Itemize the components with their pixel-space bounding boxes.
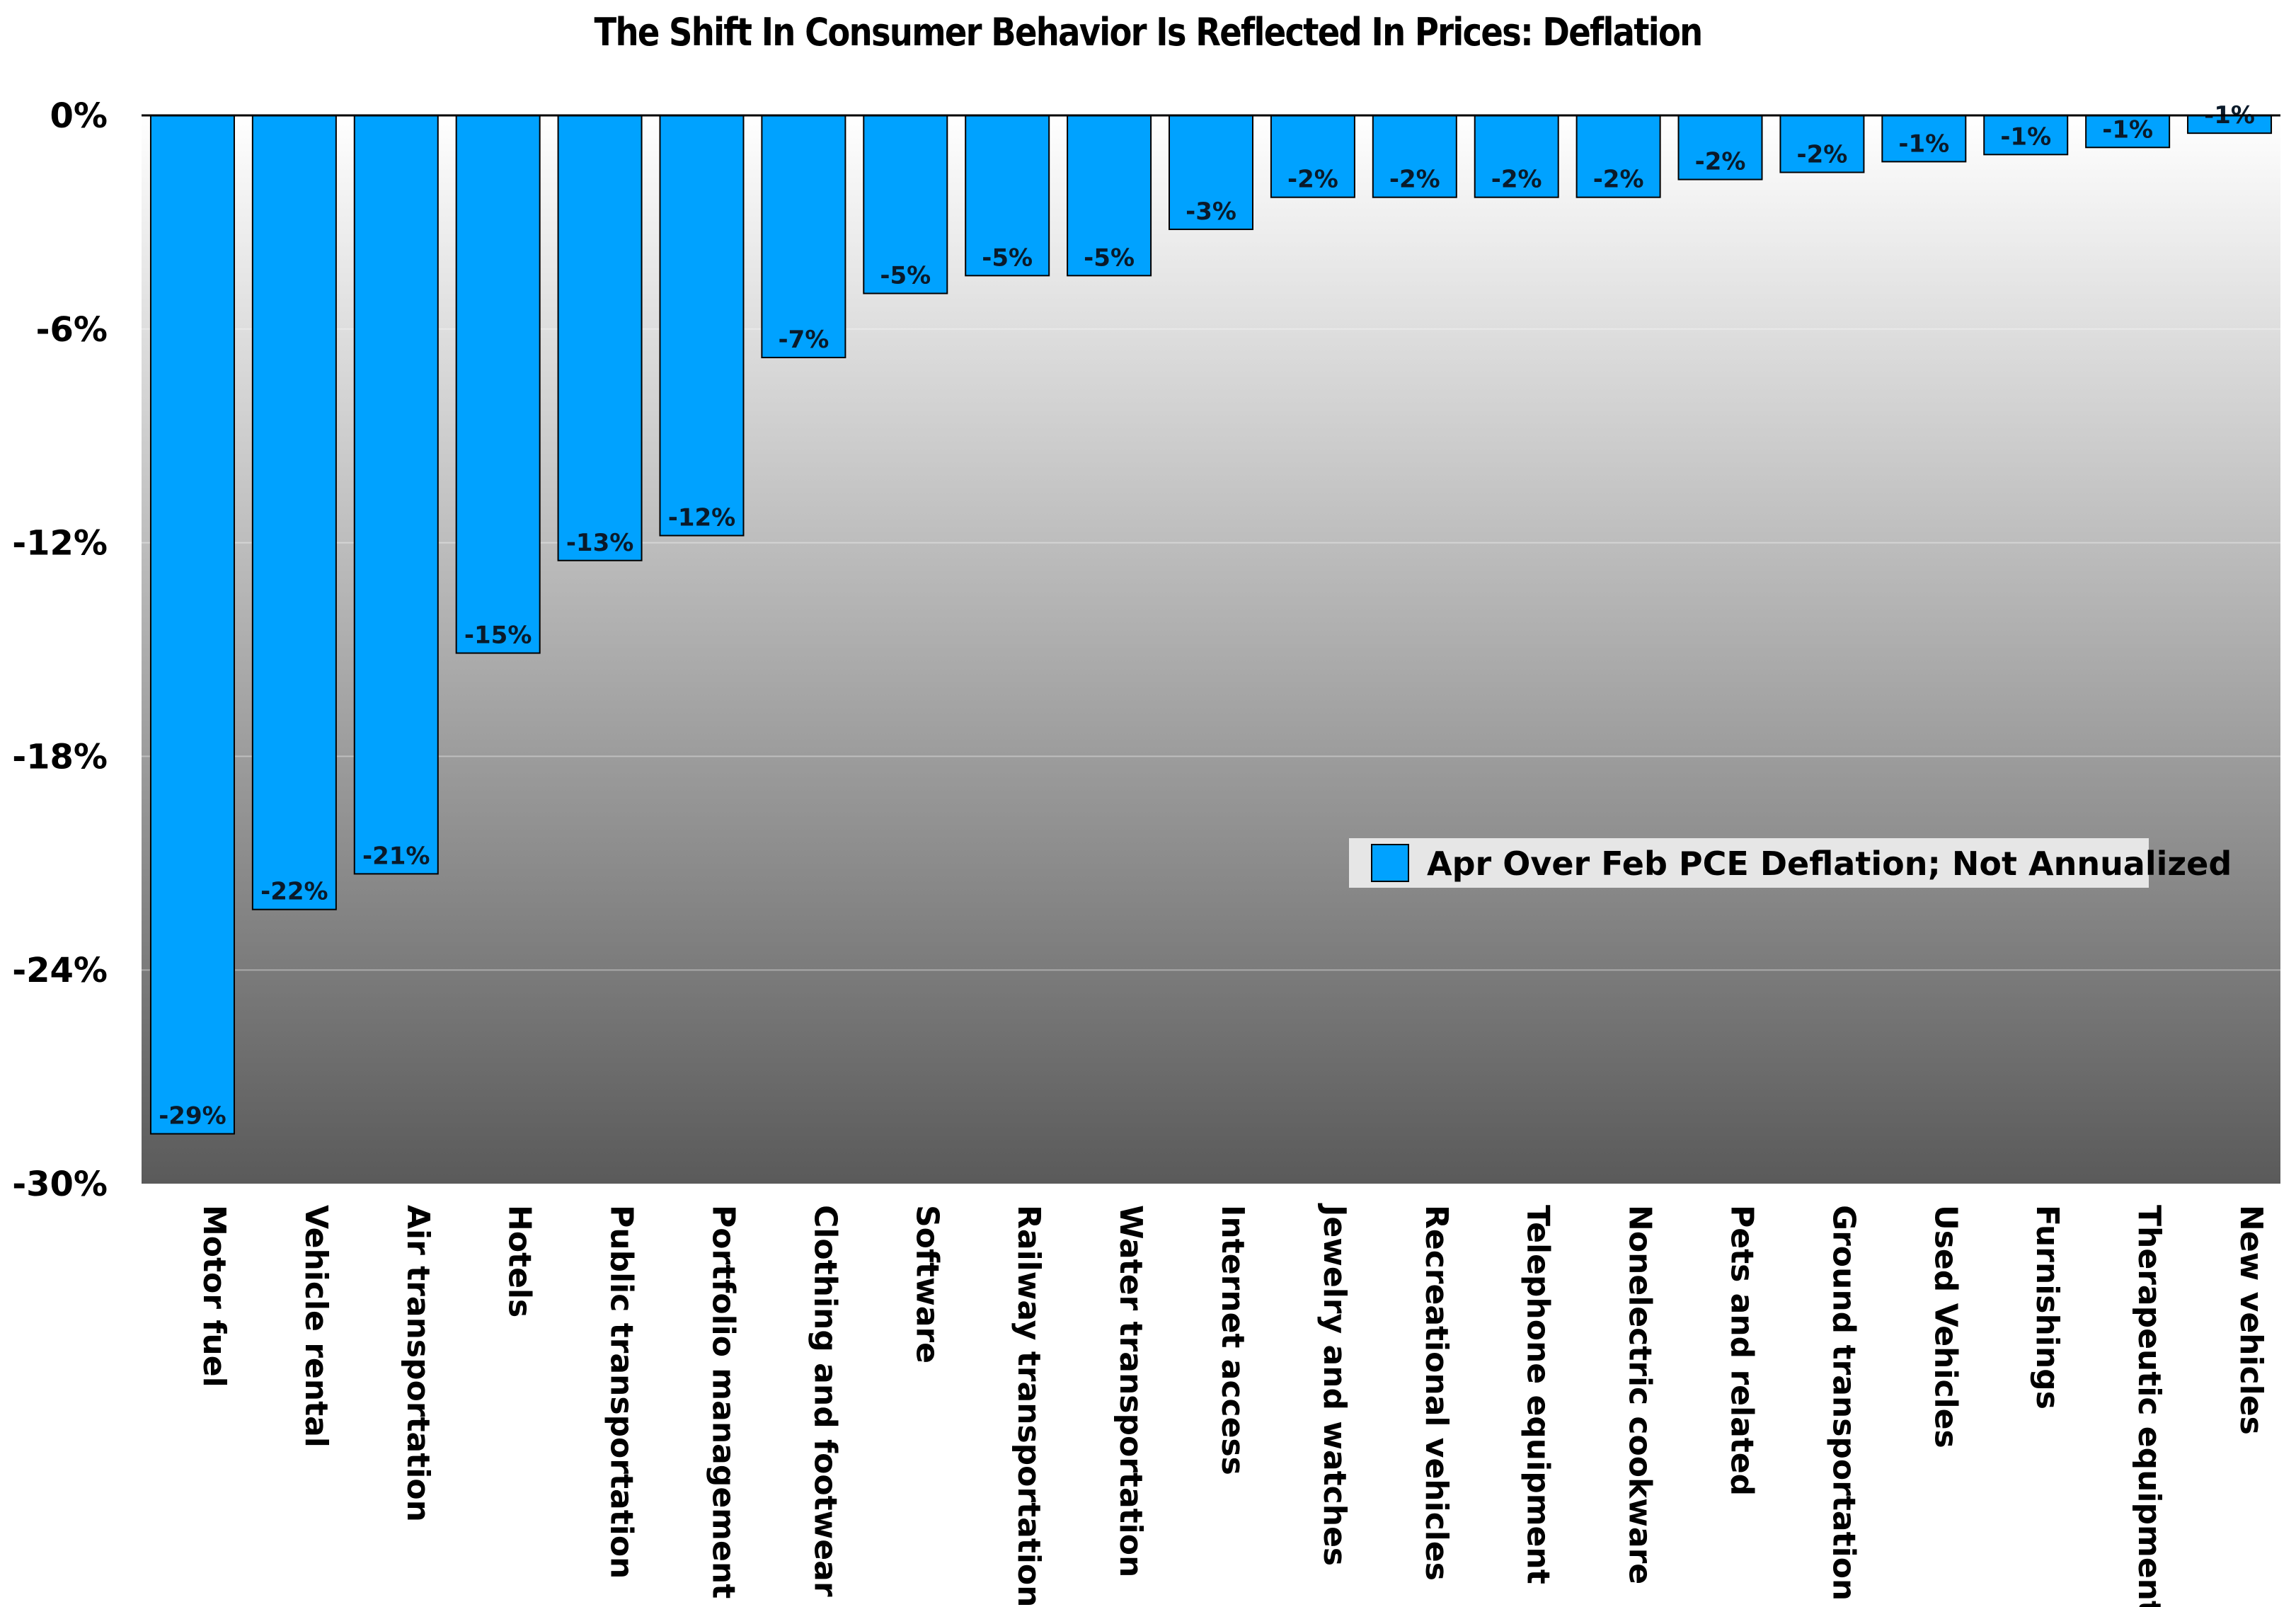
bar <box>1372 115 1457 198</box>
y-tick-label: -6% <box>36 310 108 350</box>
bar <box>863 115 948 294</box>
y-tick-label: -30% <box>12 1165 108 1204</box>
x-category-label: Recreational vehicles <box>1418 1205 1454 1581</box>
x-category-label: Water transportation <box>1113 1205 1149 1577</box>
x-category-label: Telephone equipment <box>1520 1205 1556 1584</box>
bar <box>1168 115 1254 230</box>
y-tick-label: -12% <box>12 524 108 564</box>
legend-label: Apr Over Feb PCE Deflation; Not Annualiz… <box>1427 845 2232 883</box>
bar <box>1474 115 1559 198</box>
x-category-label: Ground transportation <box>1825 1205 1861 1601</box>
x-category-label: Portfolio management <box>705 1205 741 1599</box>
data-label: -12% <box>668 504 736 532</box>
data-label: -1% <box>2000 122 2051 151</box>
x-category-label: Clothing and footwear <box>807 1205 843 1597</box>
x-category-label: Jewelry and watches <box>1316 1203 1353 1566</box>
legend-swatch <box>1371 844 1409 882</box>
x-category-label: Therapeutic equipment <box>2131 1205 2167 1607</box>
x-category-label: Vehicle rental <box>298 1205 334 1448</box>
bar <box>1575 115 1661 198</box>
bar <box>1983 115 2069 156</box>
data-label: -21% <box>362 842 430 870</box>
data-label: -2% <box>1491 166 1542 194</box>
x-category-label: Hotels <box>502 1205 538 1317</box>
bar <box>659 115 745 537</box>
x-category-label: Public transportation <box>604 1205 640 1579</box>
bar <box>149 115 235 1135</box>
legend: Apr Over Feb PCE Deflation; Not Annualiz… <box>1349 838 2232 888</box>
data-label: -5% <box>1084 244 1135 272</box>
data-label: -7% <box>778 326 829 354</box>
bar <box>761 115 846 359</box>
data-label: -2% <box>1593 166 1644 194</box>
x-axis-category-labels: Motor fuel Vehicle rental Air transportati… <box>196 1203 2269 1607</box>
y-tick-label: -24% <box>12 951 108 990</box>
data-label: -1% <box>1898 130 1949 158</box>
bar <box>1677 115 1763 181</box>
x-category-label: Nonelectric cookware <box>1622 1205 1658 1584</box>
data-label: -3% <box>1186 198 1236 226</box>
x-category-label: Air transportation <box>400 1205 436 1522</box>
data-label: -2% <box>1287 166 1338 194</box>
data-label: -29% <box>159 1102 226 1131</box>
y-tick-label: 0% <box>50 96 108 136</box>
bar <box>1779 115 1865 173</box>
x-category-label: Pets and related <box>1724 1205 1760 1496</box>
data-label: -13% <box>566 529 634 557</box>
data-label: -5% <box>982 244 1033 272</box>
x-category-label: Used Vehicles <box>1927 1205 1963 1448</box>
data-label: -2% <box>1695 148 1746 176</box>
bar <box>557 115 643 561</box>
bar <box>1270 115 1355 198</box>
data-label: -1% <box>2102 115 2153 144</box>
x-category-label: Software <box>909 1205 945 1363</box>
bar <box>353 115 439 875</box>
x-category-label: Railway transportation <box>1011 1205 1047 1607</box>
x-category-label: Motor fuel <box>196 1205 232 1388</box>
bar <box>251 115 337 910</box>
bar <box>2187 115 2273 135</box>
data-label: -22% <box>260 878 328 906</box>
data-label: -2% <box>1797 140 1848 168</box>
data-label: -5% <box>880 262 931 290</box>
bars: -29% -22% -21% -15% -13% -12% -7% -5% -5% -5% -3% -… <box>149 101 2273 1135</box>
bar <box>455 115 541 654</box>
x-category-label: New vehicles <box>2233 1205 2269 1435</box>
x-category-label: Internet access <box>1215 1205 1251 1475</box>
legend-background <box>1349 838 2149 888</box>
data-label: -2% <box>1389 166 1440 194</box>
y-axis-tick-labels: 0% -6% -12% -18% -24% -30% <box>12 96 108 1204</box>
data-label: -15% <box>464 622 532 650</box>
chart-title: The Shift In Consumer Behavior Is Reflec… <box>594 10 1704 55</box>
x-category-label: Furnishings <box>2029 1205 2065 1409</box>
y-tick-label: -18% <box>12 737 108 777</box>
bar <box>1067 115 1152 277</box>
